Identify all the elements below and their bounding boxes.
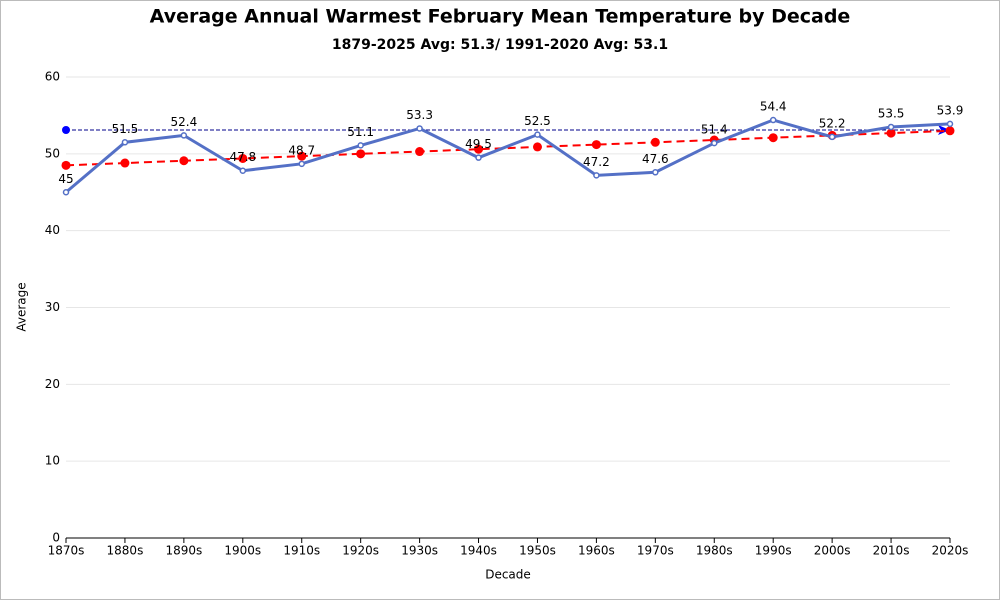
trend-point — [532, 142, 542, 152]
data-point — [593, 172, 600, 179]
data-label: 49.5 — [465, 137, 492, 151]
data-label: 51.1 — [347, 125, 374, 139]
x-tick-label: 2010s — [873, 544, 910, 558]
data-label: 52.5 — [524, 114, 551, 128]
x-tick-label: 2020s — [932, 544, 969, 558]
x-tick-label: 1990s — [755, 544, 792, 558]
data-point — [711, 139, 718, 147]
data-label: 51.5 — [112, 122, 139, 136]
trend-point — [415, 147, 425, 157]
trend-point — [238, 153, 248, 163]
y-tick-label: 40 — [45, 223, 60, 237]
data-point — [62, 189, 70, 196]
data-point — [828, 133, 836, 141]
x-tick-label: 1960s — [578, 544, 615, 558]
trend-point — [120, 158, 130, 168]
data-label: 53.9 — [937, 103, 964, 117]
data-label: 47.8 — [229, 150, 256, 164]
trend-point — [945, 126, 955, 136]
data-point — [887, 123, 895, 131]
trend-point — [61, 160, 71, 170]
trend-point — [768, 133, 778, 143]
trend-point — [356, 149, 366, 159]
trend-point — [591, 140, 601, 150]
reference-arrow — [938, 125, 950, 136]
data-point — [769, 116, 777, 124]
data-point — [239, 167, 247, 174]
x-tick-label: 1980s — [696, 544, 733, 558]
data-point — [946, 120, 954, 128]
chart-title: Average Annual Warmest February Mean Tem… — [150, 6, 851, 28]
x-tick-label: 1880s — [107, 544, 144, 558]
data-point — [475, 154, 482, 161]
data-label: 53.5 — [878, 106, 905, 120]
data-point — [534, 131, 541, 138]
data-point — [416, 125, 423, 132]
x-tick-label: 2000s — [814, 544, 851, 558]
x-axis-label: Decade — [485, 568, 531, 582]
y-tick-label: 30 — [45, 300, 60, 314]
chart-subtitle: 1879-2025 Avg: 51.3/ 1991-2020 Avg: 53.1 — [332, 37, 668, 53]
x-tick-label: 1900s — [224, 544, 261, 558]
data-label: 47.6 — [642, 152, 669, 166]
data-label: 51.4 — [701, 123, 728, 137]
y-tick-label: 0 — [52, 531, 60, 545]
data-label: 52.2 — [819, 116, 846, 130]
trend-point — [474, 144, 484, 154]
data-point — [357, 142, 364, 149]
y-axis-label: Average — [15, 282, 29, 331]
data-point — [298, 160, 305, 168]
x-tick-label: 1920s — [342, 544, 379, 558]
trend-point — [297, 151, 307, 161]
data-point — [180, 132, 188, 139]
y-tick-label: 60 — [45, 70, 60, 84]
y-tick-label: 20 — [45, 377, 60, 391]
trend-point — [179, 156, 189, 166]
data-label: 53.3 — [406, 108, 433, 122]
x-tick-label: 1930s — [401, 544, 438, 558]
trend-point — [886, 128, 896, 138]
data-label: 48.7 — [288, 143, 315, 157]
y-tick-label: 10 — [45, 454, 60, 468]
series-line — [65, 118, 951, 194]
x-tick-label: 1870s — [48, 544, 85, 558]
data-label: 45 — [58, 172, 73, 186]
data-label: 47.2 — [583, 155, 610, 169]
data-point — [121, 139, 129, 146]
data-point — [652, 169, 659, 176]
x-tick-label: 1970s — [637, 544, 674, 558]
y-tick-label: 50 — [45, 146, 60, 160]
data-label: 52.4 — [171, 115, 198, 129]
x-tick-label: 1940s — [460, 544, 497, 558]
series-line — [65, 129, 951, 167]
x-tick-label: 1890s — [165, 544, 202, 558]
data-label: 54.4 — [760, 100, 787, 114]
x-tick-label: 1910s — [283, 544, 320, 558]
trend-point — [650, 137, 660, 147]
x-tick-label: 1950s — [519, 544, 556, 558]
reference-start — [62, 126, 70, 135]
